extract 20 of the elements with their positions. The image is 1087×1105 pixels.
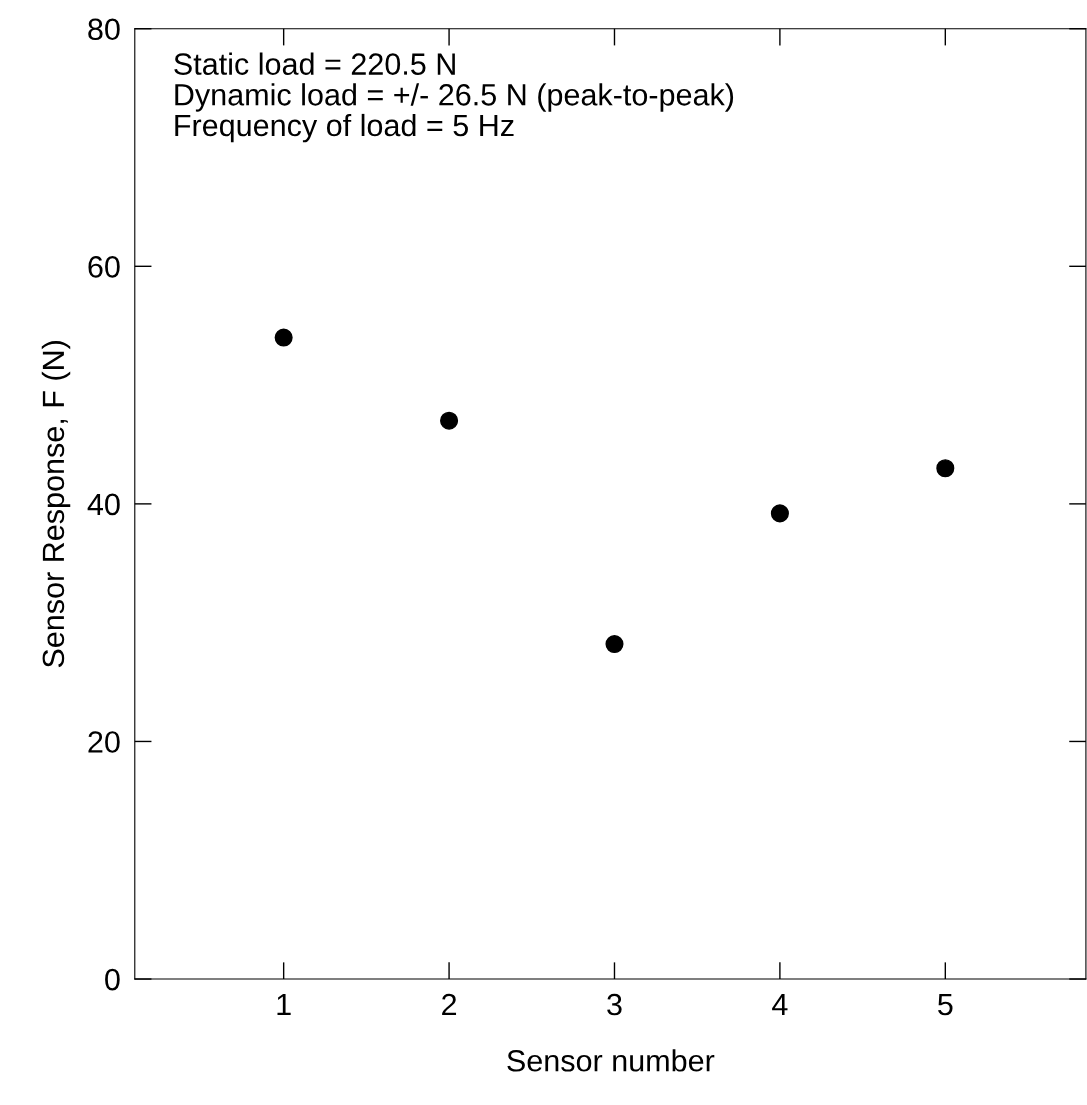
x-tick-label: 3 — [607, 993, 622, 1016]
x-tick-label: 4 — [772, 994, 788, 1016]
y-tick-label: 0 — [105, 968, 120, 991]
y-tick-label: 60 — [88, 256, 120, 278]
y-tick-label: 80 — [88, 18, 120, 41]
point — [605, 635, 624, 654]
annotation: Frequency of load = 5 Hz — [175, 113, 514, 143]
point — [770, 504, 789, 523]
x-tick-label: 5 — [938, 994, 953, 1016]
x-axis-title: Sensor number — [507, 1049, 715, 1072]
x-tick-label: 2 — [442, 993, 457, 1016]
y-axis-title: Sensor Response, F (N) — [41, 341, 71, 668]
annotation: Static load = 220.5 N — [174, 52, 455, 75]
y-tick-label: 20 — [88, 731, 120, 753]
y-tick-label: 40 — [87, 493, 120, 516]
x-tick-label: 1 — [277, 994, 291, 1016]
point — [440, 411, 459, 430]
point — [274, 328, 293, 347]
point — [936, 459, 955, 478]
annotation: Dynamic load = +/- 26.5 N (peak-to-peak) — [175, 83, 734, 112]
